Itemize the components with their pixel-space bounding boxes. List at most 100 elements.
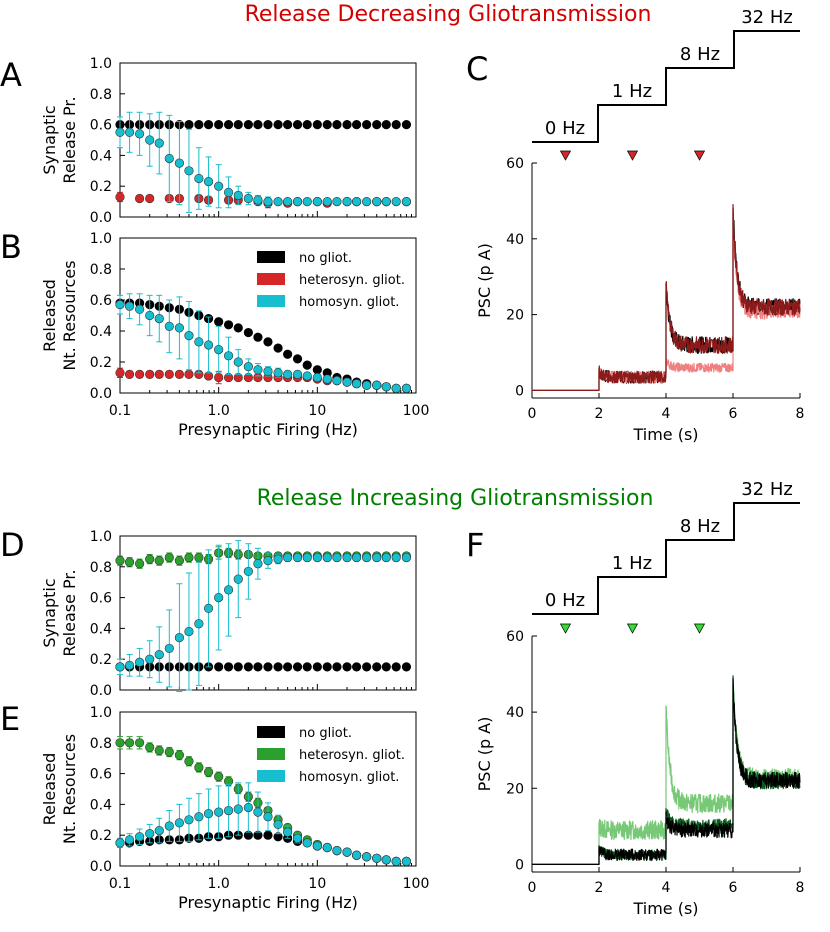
data-point	[362, 197, 372, 207]
legend-swatch	[257, 251, 285, 263]
data-point	[194, 552, 204, 563]
data-point	[223, 119, 234, 130]
data-point	[214, 372, 224, 383]
data-point	[283, 827, 293, 837]
panel-c-xtick-label: 0	[528, 406, 537, 422]
data-point	[115, 300, 125, 310]
data-point	[332, 662, 342, 672]
panel-d-ylabel: SynapticRelease Pr.	[40, 569, 79, 656]
data-point	[312, 841, 322, 851]
panel-f-xlabel: Time (s)	[632, 899, 698, 918]
legend-swatch	[257, 295, 285, 307]
data-point	[283, 662, 293, 672]
psc-trace-homosyn-gliot	[531, 204, 801, 391]
panel-f-ytick-label: 20	[506, 781, 524, 797]
data-point	[273, 119, 283, 130]
data-point	[351, 850, 362, 860]
panel-e-ytick-label: 0.0	[90, 859, 112, 875]
data-point	[253, 559, 263, 569]
data-point	[372, 380, 382, 390]
data-point	[362, 552, 372, 563]
data-point	[273, 662, 283, 672]
panel-d-release-probability: 0.0 0.2 0.4 0.6 0.8 1.0 SynapticRelease Pr.	[40, 529, 417, 699]
data-point	[342, 662, 352, 672]
data-point	[203, 119, 214, 130]
data-point	[312, 365, 322, 375]
data-point	[372, 552, 382, 563]
data-point	[124, 369, 135, 380]
panel-b-xtick-label: 1.0	[208, 403, 230, 419]
panel-b-ytick-label: 0.8	[90, 262, 112, 278]
panel-c-ytick-label: 60	[506, 156, 524, 172]
data-point	[145, 193, 155, 204]
data-point	[243, 327, 253, 338]
data-point	[154, 138, 164, 148]
panel-c-stimulus-staircase	[532, 30, 800, 143]
panel-b-ytick-label: 0.2	[90, 355, 112, 371]
data-point	[381, 382, 391, 392]
data-point	[263, 556, 273, 566]
data-point	[381, 662, 391, 672]
data-point	[302, 371, 312, 381]
data-point	[194, 337, 204, 347]
data-point	[322, 197, 332, 207]
data-point	[154, 556, 164, 566]
data-point	[243, 362, 253, 372]
legend-swatch	[257, 273, 285, 285]
data-point	[154, 369, 164, 380]
legend-swatch	[257, 770, 285, 782]
panel-f-ylabel: PSC (p A)	[475, 717, 494, 792]
panel-b-xtick-label: 10	[308, 403, 326, 419]
data-point	[145, 310, 155, 321]
data-point	[391, 856, 401, 866]
psc-trace-no-gliot	[531, 677, 801, 866]
panel-b-ytick-label: 1.0	[90, 231, 112, 247]
data-point	[401, 552, 412, 563]
data-point	[283, 349, 293, 359]
panel-b-released-resources: 0.0 0.2 0.4 0.6 0.8 1.0 0.1 1.0 10 100 Presynaptic…	[40, 231, 429, 439]
data-point	[223, 351, 234, 361]
panel-f-stimulus-label: 1 Hz	[612, 553, 652, 574]
data-point	[273, 368, 283, 378]
panel-e-ytick-label: 0.6	[90, 767, 112, 783]
data-point	[322, 842, 332, 853]
panel-a-release-probability: 0.0 0.2 0.4 0.6 0.8 1.0 SynapticRelease Pr.	[40, 56, 417, 226]
gliotransmitter-marker-icon	[626, 150, 639, 161]
data-point	[302, 662, 312, 672]
data-point	[115, 662, 125, 672]
panel-a-ytick-label: 0.4	[90, 148, 112, 164]
data-point	[194, 762, 204, 773]
panel-c-ytick-label: 20	[506, 308, 524, 324]
data-point	[184, 756, 194, 766]
data-point	[223, 187, 234, 197]
data-point	[214, 772, 224, 782]
gliotransmitter-marker-icon	[626, 623, 639, 634]
panel-e-axes-frame	[119, 711, 417, 867]
panel-e-released-resources: 0.0 0.2 0.4 0.6 0.8 1.0 0.1 1.0 10 100 Presynaptic…	[40, 705, 429, 912]
data-point	[381, 855, 391, 865]
data-point	[115, 556, 125, 566]
data-point	[391, 383, 401, 393]
data-point	[351, 662, 362, 672]
data-point	[292, 197, 303, 207]
data-point	[115, 127, 125, 137]
panel-a-ytick-label: 0.6	[90, 118, 112, 134]
panel-f-psc-traces: 0 Hz 1 Hz 8 Hz 32 Hz 0 20 40 60 0 2 4 6 8 Time (s) PSC…	[475, 479, 804, 918]
data-point	[401, 119, 412, 130]
data-point	[223, 805, 234, 816]
data-point	[124, 127, 135, 137]
data-point	[214, 317, 224, 327]
panel-f-stimulus-label: 0 Hz	[545, 590, 585, 611]
data-point	[184, 369, 194, 380]
data-point	[164, 153, 174, 164]
data-point	[273, 197, 283, 207]
gliotransmitter-marker-icon	[559, 623, 572, 634]
data-point	[283, 369, 293, 380]
data-point	[164, 821, 174, 831]
data-point	[214, 119, 224, 130]
data-point	[124, 301, 135, 311]
data-point	[145, 829, 155, 839]
data-point	[174, 818, 185, 828]
panel-e-ylabel-line: Nt. Resources	[60, 734, 79, 844]
data-point	[312, 662, 322, 672]
